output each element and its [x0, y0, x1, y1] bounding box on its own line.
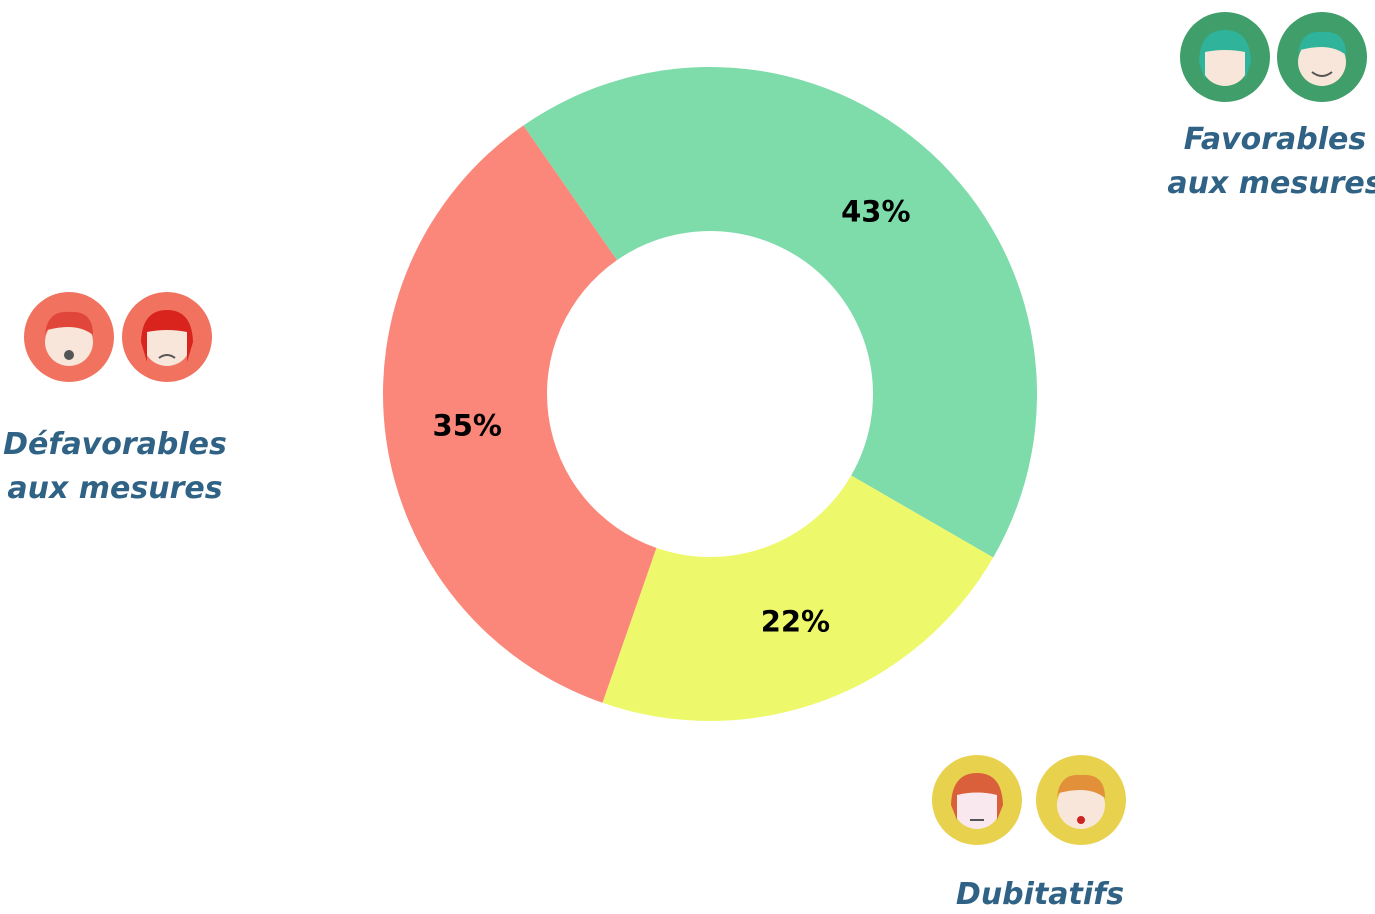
- category-label: Favorables aux mesures: [1167, 122, 1375, 201]
- face-icon: [1036, 755, 1126, 845]
- data-label: 43%: [841, 195, 910, 229]
- category-label: Dubitatifs: [955, 877, 1125, 912]
- category-label: Défavorables aux mesures: [3, 427, 227, 506]
- face-icon: [122, 292, 212, 382]
- face-icon: [932, 755, 1022, 845]
- face-icon: [1277, 12, 1367, 102]
- donut-segment: [602, 475, 994, 722]
- data-label: 22%: [761, 605, 830, 639]
- icons: [24, 12, 1367, 845]
- data-label: 35%: [433, 408, 502, 442]
- face-icon: [24, 292, 114, 382]
- face-icon: [1180, 12, 1270, 102]
- donut-segment: [382, 125, 657, 703]
- donut-segment: [523, 66, 1038, 558]
